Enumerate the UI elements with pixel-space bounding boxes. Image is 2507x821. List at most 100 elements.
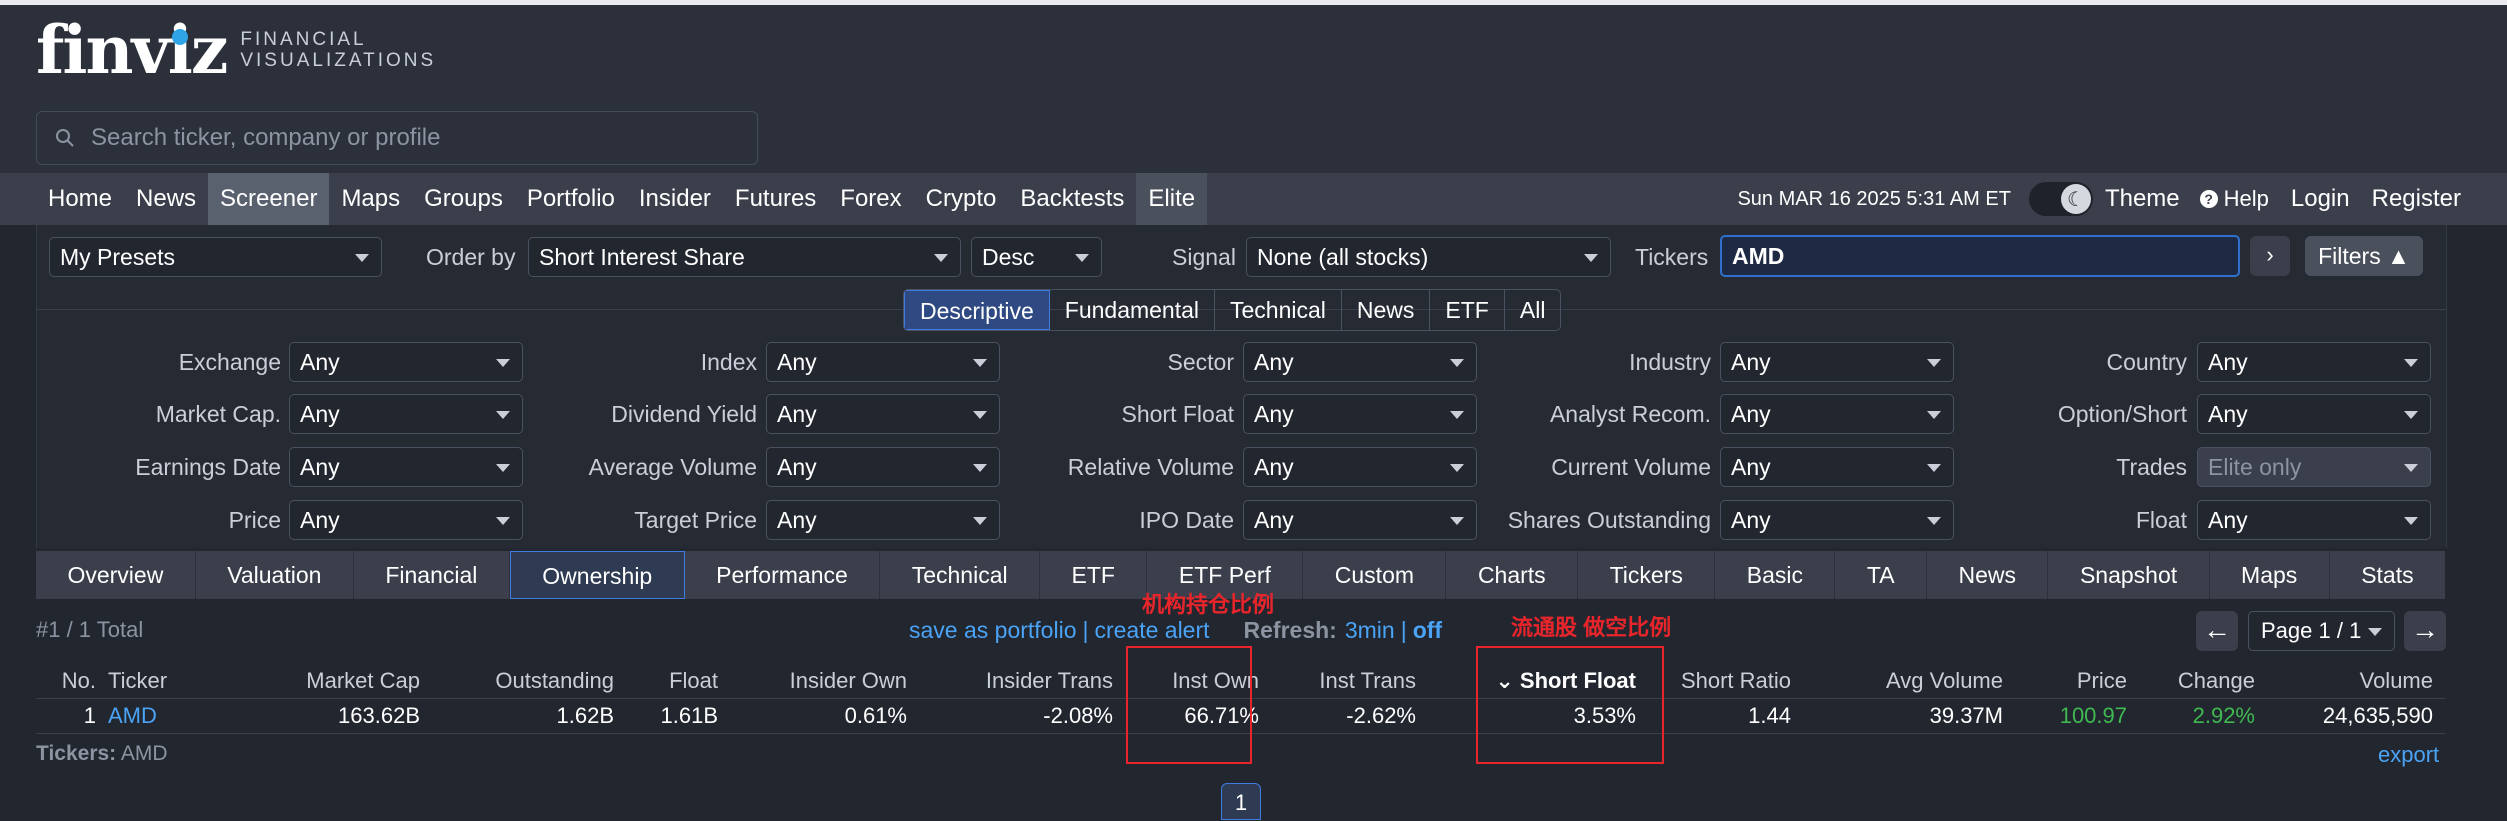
cell-ticker-link[interactable]: AMD <box>108 698 218 734</box>
tab-financial[interactable]: Financial <box>354 551 510 599</box>
filter-index[interactable]: Any <box>766 342 1000 382</box>
filter-float[interactable]: Any <box>2197 500 2431 540</box>
filter-price[interactable]: Any <box>289 500 523 540</box>
nav-forex[interactable]: Forex <box>840 185 902 212</box>
tab-etf-perf[interactable]: ETF Perf <box>1147 551 1304 599</box>
help-link[interactable]: ? Help <box>2199 186 2269 212</box>
filter-value: Any <box>1254 507 1294 533</box>
col-insider-own[interactable]: Insider Own <box>789 668 907 693</box>
tab-ta[interactable]: TA <box>1835 551 1928 599</box>
search-input[interactable] <box>89 123 733 153</box>
tab-tickers[interactable]: Tickers <box>1578 551 1716 599</box>
filter-short-float[interactable]: Any <box>1243 394 1477 434</box>
tab-all[interactable]: All <box>1519 297 1546 323</box>
filter-target-price[interactable]: Any <box>766 500 1000 540</box>
col-market-cap[interactable]: Market Cap <box>306 668 420 693</box>
nav-insider[interactable]: Insider <box>638 185 711 212</box>
nav-screener[interactable]: Screener <box>208 173 330 225</box>
filter-sector[interactable]: Any <box>1243 342 1477 382</box>
order-direction-select[interactable]: Desc <box>971 237 1102 277</box>
tab-valuation[interactable]: Valuation <box>196 551 354 599</box>
nav-home[interactable]: Home <box>48 185 113 212</box>
chevron-down-icon <box>1450 359 1464 367</box>
tab-news[interactable]: News <box>1342 290 1431 330</box>
tab-snapshot[interactable]: Snapshot <box>2048 551 2210 599</box>
theme-label[interactable]: Theme <box>2104 185 2180 212</box>
tickers-go-button[interactable]: › <box>2250 236 2290 276</box>
login-link[interactable]: Login <box>2290 185 2350 212</box>
signal-select[interactable]: None (all stocks) <box>1246 237 1611 277</box>
nav-maps[interactable]: Maps <box>341 185 401 212</box>
filter-analyst-recom[interactable]: Any <box>1720 394 1954 434</box>
tab-basic[interactable]: Basic <box>1715 551 1836 599</box>
presets-select[interactable]: My Presets <box>49 237 382 277</box>
refresh-interval-link[interactable]: 3min <box>1344 617 1395 643</box>
col-ticker[interactable]: Ticker <box>108 668 168 693</box>
col-price[interactable]: Price <box>2076 668 2127 693</box>
create-alert-link[interactable]: create alert <box>1094 617 1210 643</box>
filter-country[interactable]: Any <box>2197 342 2431 382</box>
finviz-logo[interactable]: finviz FINANCIAL VISUALIZATIONS <box>36 15 436 85</box>
filter-relative-volume[interactable]: Any <box>1243 447 1477 487</box>
col-insider-trans[interactable]: Insider Trans <box>985 668 1113 693</box>
nav-news[interactable]: News <box>136 185 197 212</box>
tab-fundamental[interactable]: Fundamental <box>1050 290 1216 330</box>
page-number-button[interactable]: 1 <box>1221 783 1261 820</box>
tab-overview[interactable]: Overview <box>36 551 196 599</box>
filter-dividend-yield[interactable]: Any <box>766 394 1000 434</box>
tab-custom[interactable]: Custom <box>1303 551 1447 599</box>
order-by-select[interactable]: Short Interest Share <box>528 237 961 277</box>
filter-option-short[interactable]: Any <box>2197 394 2431 434</box>
filter-exchange[interactable]: Any <box>289 342 523 382</box>
table-row[interactable]: 1 AMD 163.62B 1.62B 1.61B 0.61% -2.08% 6… <box>36 698 2445 734</box>
col-inst-trans[interactable]: Inst Trans <box>1319 668 1416 693</box>
tab-technical[interactable]: Technical <box>1215 290 1342 330</box>
page-select[interactable]: Page 1 / 1 <box>2248 611 2395 651</box>
theme-toggle[interactable]: ☾ <box>2028 182 2093 216</box>
col-avg-volume[interactable]: Avg Volume <box>1885 668 2003 693</box>
col-short-ratio[interactable]: Short Ratio <box>1680 668 1791 693</box>
search-box[interactable] <box>36 111 758 165</box>
filters-toggle-button[interactable]: Filters ▲ <box>2305 236 2423 276</box>
col-short-float[interactable]: ⌄ Short Float <box>1428 664 1648 699</box>
nav-crypto[interactable]: Crypto <box>925 185 997 212</box>
tab-etf[interactable]: ETF <box>1040 551 1148 599</box>
filter-earnings-date[interactable]: Any <box>289 447 523 487</box>
tab-etf[interactable]: ETF <box>1430 290 1505 330</box>
filter-average-volume[interactable]: Any <box>766 447 1000 487</box>
save-as-portfolio-link[interactable]: save as portfolio <box>909 617 1077 643</box>
nav-portfolio[interactable]: Portfolio <box>526 185 615 212</box>
next-page-button[interactable]: → <box>2404 611 2446 651</box>
tab-maps[interactable]: Maps <box>2210 551 2330 599</box>
col-no[interactable]: No. <box>61 668 96 693</box>
prev-page-button[interactable]: ← <box>2196 611 2238 651</box>
tickers-input[interactable]: AMD <box>1720 235 2240 277</box>
filter-industry[interactable]: Any <box>1720 342 1954 382</box>
filter-ipo-date[interactable]: Any <box>1243 500 1477 540</box>
nav-futures[interactable]: Futures <box>734 185 817 212</box>
export-link[interactable]: export <box>2378 742 2440 767</box>
nav-backtests[interactable]: Backtests <box>1020 185 1125 212</box>
tab-stats[interactable]: Stats <box>2361 562 2414 588</box>
tab-performance[interactable]: Performance <box>685 551 881 599</box>
tab-descriptive[interactable]: Descriptive <box>904 290 1050 330</box>
col-volume[interactable]: Volume <box>2359 668 2433 693</box>
register-link[interactable]: Register <box>2371 185 2461 212</box>
nav-groups[interactable]: Groups <box>424 185 503 212</box>
col-change[interactable]: Change <box>2177 668 2255 693</box>
refresh-off-link[interactable]: off <box>1412 617 1443 643</box>
col-inst-own[interactable]: Inst Own <box>1172 668 1259 693</box>
tab-ownership[interactable]: Ownership <box>509 551 685 599</box>
col-float[interactable]: Float <box>669 668 718 693</box>
order-by-label: Order by <box>426 244 516 270</box>
tab-charts[interactable]: Charts <box>1446 551 1579 599</box>
results-table: No. Ticker Market Cap Outstanding Float … <box>36 664 2445 734</box>
tab-technical[interactable]: Technical <box>880 551 1041 599</box>
filter-shares-outstanding[interactable]: Any <box>1720 500 1954 540</box>
nav-elite[interactable]: Elite <box>1136 173 1208 225</box>
filter-current-volume[interactable]: Any <box>1720 447 1954 487</box>
filter-market-cap[interactable]: Any <box>289 394 523 434</box>
col-outstanding[interactable]: Outstanding <box>495 668 614 693</box>
tab-news[interactable]: News <box>1927 551 2049 599</box>
col-short-float-label: Short Float <box>1519 668 1636 693</box>
